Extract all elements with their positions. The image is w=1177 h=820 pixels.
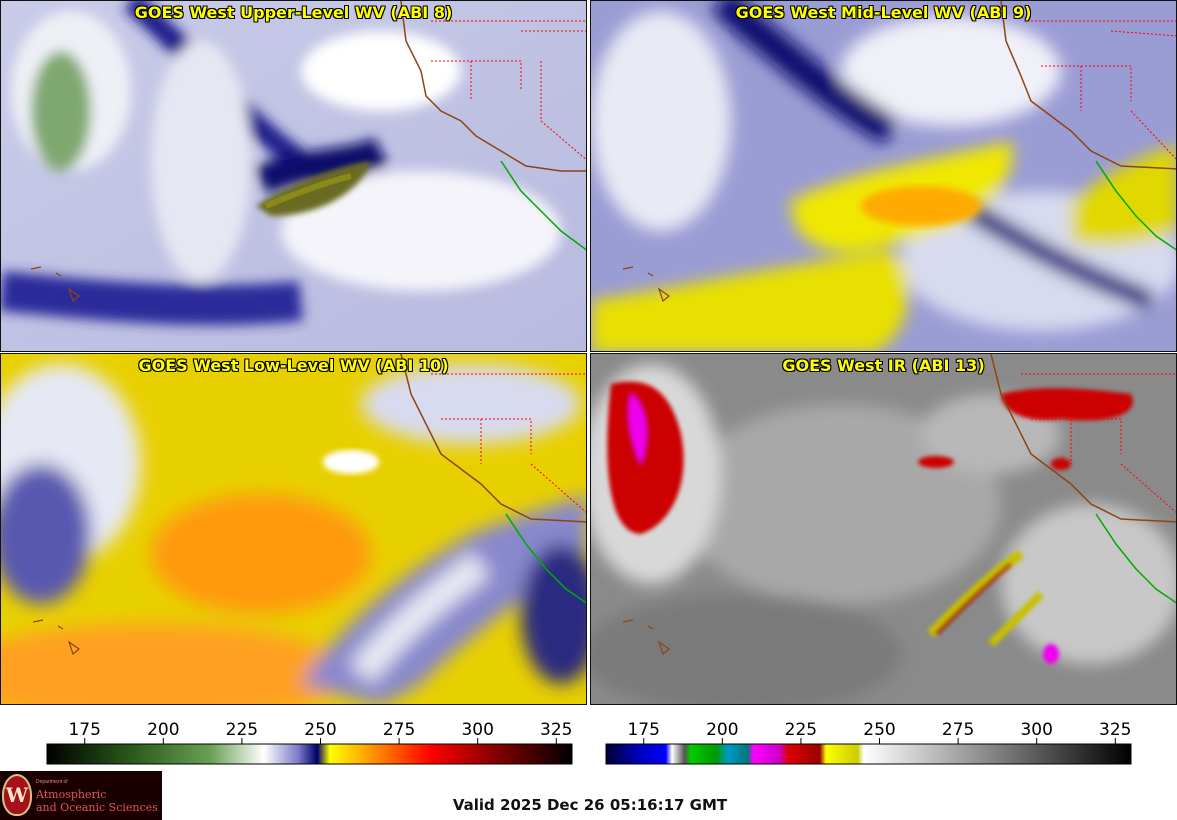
- ir-tick-label: 300: [1020, 720, 1052, 740]
- ir-tick-label: 225: [785, 720, 817, 740]
- ir-tick-label: 200: [706, 720, 738, 740]
- upper-level-wv-panel: GOES West Upper-Level WV (ABI 8): [0, 0, 587, 352]
- logo-line-2: and Oceanic Sciences: [36, 801, 158, 814]
- low-level-wv-image: [1, 354, 586, 704]
- wv-colorbar: 175 200 225 250 275 300 325: [45, 706, 585, 766]
- valid-time: Valid 2025 Dec 26 05:16:17 GMT: [452, 796, 728, 814]
- wv-tick-label: 275: [383, 720, 415, 740]
- logo-line-1: Atmospheric: [36, 788, 107, 801]
- wv-colorbar-graphic: 175 200 225 250 275 300 325: [46, 720, 573, 765]
- wv-tick-label: 200: [147, 720, 179, 740]
- ir-tick-label: 250: [863, 720, 895, 740]
- mid-level-wv-panel: GOES West Mid-Level WV (ABI 9): [590, 0, 1177, 352]
- ir-tick-label: 325: [1099, 720, 1131, 740]
- ir-colorbar: 175 200 225 250 275 300 325: [604, 706, 1144, 766]
- wv-tick-label: 325: [540, 720, 572, 740]
- ir-colorbar-graphic: 175 200 225 250 275 300 325: [605, 720, 1132, 765]
- wv-colorbar-scale: [46, 743, 573, 765]
- mid-level-wv-image: [591, 1, 1176, 351]
- ir-tick-label: 275: [942, 720, 974, 740]
- panel-title: GOES West Upper-Level WV (ABI 8): [134, 3, 453, 22]
- uw-crest-icon: W: [2, 774, 32, 816]
- wv-tick-label: 225: [226, 720, 258, 740]
- ir-image: [591, 354, 1176, 704]
- wv-tick-label: 250: [304, 720, 336, 740]
- low-level-wv-panel: GOES West Low-Level WV (ABI 10): [0, 353, 587, 705]
- panel-title: GOES West IR (ABI 13): [782, 356, 985, 375]
- logo-department: Department of: [36, 779, 68, 785]
- panel-title: GOES West Low-Level WV (ABI 10): [138, 356, 449, 375]
- ir-panel: GOES West IR (ABI 13): [590, 353, 1177, 705]
- panel-title: GOES West Mid-Level WV (ABI 9): [735, 3, 1032, 22]
- wv-tick-label: 300: [461, 720, 493, 740]
- ir-tick-label: 175: [627, 720, 659, 740]
- aos-logo: W Department of Atmospheric and Oceanic …: [0, 771, 162, 820]
- wv-tick-label: 175: [68, 720, 100, 740]
- ir-colorbar-scale: [605, 743, 1132, 765]
- upper-level-wv-image: [1, 1, 586, 351]
